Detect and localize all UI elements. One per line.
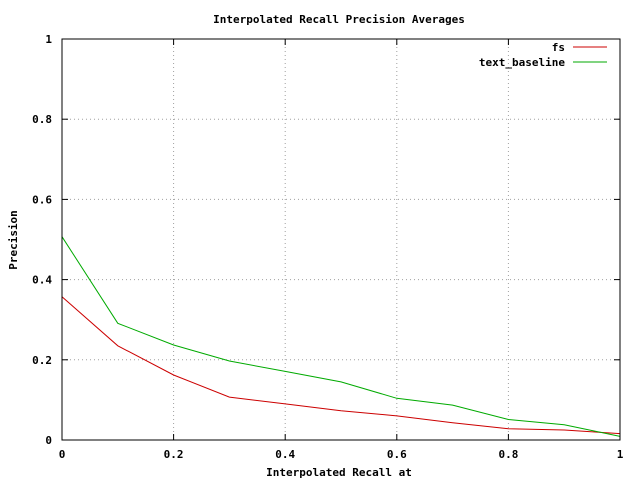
chart-title: Interpolated Recall Precision Averages bbox=[213, 13, 465, 26]
tick-layer: 0 0.2 0.4 0.6 0.8 1 0 0.2 0.4 0.6 0.8 1 bbox=[32, 33, 624, 461]
legend-label: text_baseline bbox=[479, 56, 565, 69]
plot-background bbox=[62, 39, 620, 440]
y-tick-label: 1 bbox=[45, 33, 52, 46]
x-axis-label: Interpolated Recall at bbox=[266, 466, 412, 479]
y-tick-label: 0.4 bbox=[32, 274, 52, 287]
x-tick-label: 0.4 bbox=[275, 448, 295, 461]
y-tick-label: 0.6 bbox=[32, 193, 52, 206]
legend-label: fs bbox=[552, 41, 565, 54]
grid-layer bbox=[62, 39, 620, 440]
x-tick-label: 0 bbox=[59, 448, 66, 461]
y-tick-label: 0 bbox=[45, 434, 52, 447]
y-tick-label: 0.2 bbox=[32, 354, 52, 367]
x-tick-label: 0.6 bbox=[387, 448, 407, 461]
y-tick-label: 0.8 bbox=[32, 113, 52, 126]
plot-border bbox=[61, 38, 621, 441]
series-layer bbox=[61, 236, 621, 437]
x-tick-label: 1 bbox=[617, 448, 624, 461]
series-line-text-baseline bbox=[61, 236, 621, 437]
x-tick-label: 0.8 bbox=[498, 448, 518, 461]
y-axis-label: Precision bbox=[7, 210, 20, 270]
series-line-fs bbox=[61, 296, 621, 435]
x-tick-label: 0.2 bbox=[164, 448, 184, 461]
legend: fs text_baseline bbox=[479, 41, 607, 69]
